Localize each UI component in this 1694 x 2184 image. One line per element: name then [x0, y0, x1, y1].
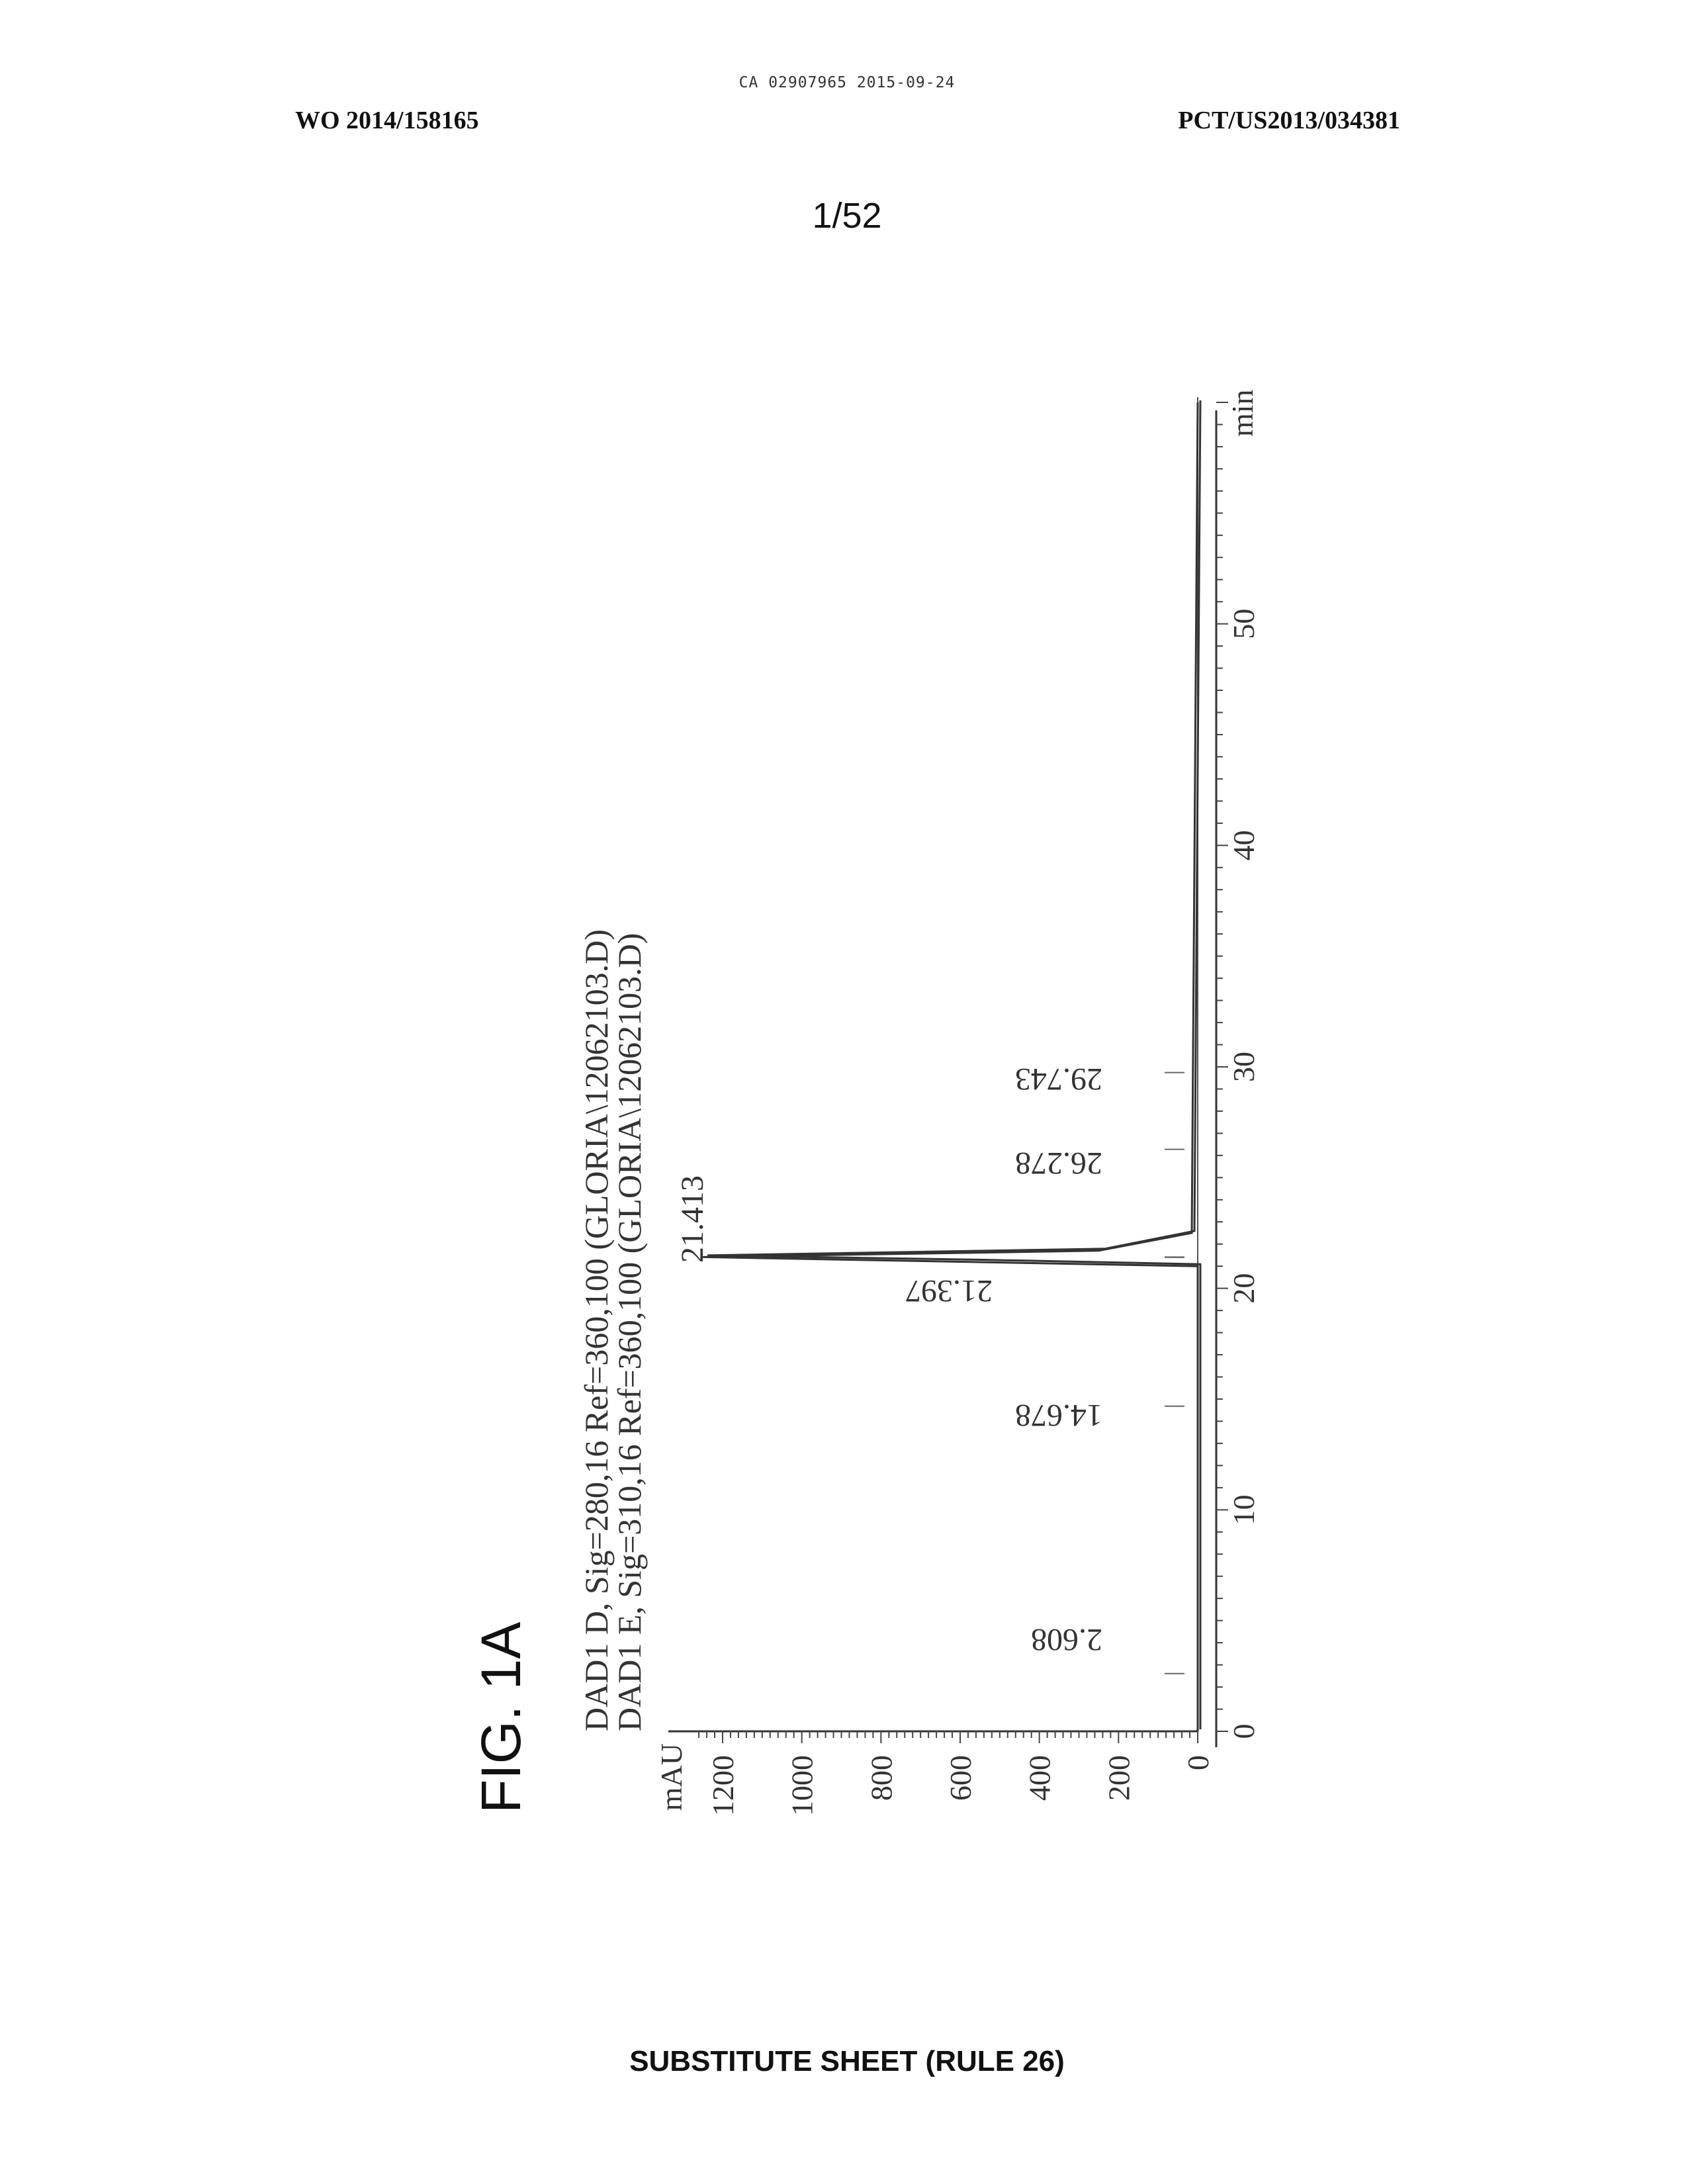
y-tick-label: 400	[1023, 1755, 1057, 1801]
peak-label-2-608: 2.608	[1031, 1622, 1102, 1657]
y-tick-label: 200	[1102, 1755, 1136, 1801]
peak-labels	[1165, 1073, 1184, 1674]
x-tick-label: 0	[1227, 1724, 1261, 1739]
y-tick-label: 1000	[785, 1755, 819, 1816]
series-layer	[703, 400, 1200, 1731]
y-tick-label: 800	[864, 1755, 898, 1801]
legend-entry-2: DAD1 E, Sig=310,16 Ref=360,100 (GLORIA\1…	[611, 933, 648, 1731]
x-axis-ticks: 0 10 20 30 40 50	[1216, 402, 1261, 1739]
x-tick-label: 30	[1227, 1052, 1261, 1082]
y-tick-label: 1200	[706, 1755, 740, 1816]
y-axis-ticks: 0 200 400 600 800 1000 1200	[699, 1731, 1215, 1816]
peak-label-21-397: 21.397	[905, 1273, 993, 1308]
y-axis-title: mAU	[654, 1743, 688, 1811]
x-tick-label: 10	[1227, 1494, 1261, 1525]
peak-label-29-743: 29.743	[1015, 1062, 1102, 1097]
x-axis-title: min	[1226, 389, 1259, 437]
peak-label-14-678: 14.678	[1015, 1398, 1102, 1433]
footer-text: SUBSTITUTE SHEET (RULE 26)	[0, 2045, 1694, 2078]
series-line-1	[703, 402, 1198, 1731]
figure-label: FIG. 1A	[470, 1622, 532, 1813]
x-tick-label: 20	[1227, 1273, 1261, 1304]
peak-label-21-413: 21.413	[675, 1175, 710, 1263]
x-tick-label: 40	[1227, 830, 1261, 860]
peak-label-26-278: 26.278	[1015, 1146, 1102, 1181]
y-tick-label: 0	[1181, 1755, 1215, 1770]
y-tick-label: 600	[944, 1755, 977, 1801]
series-line-2	[707, 400, 1200, 1729]
legend-entry-1: DAD1 D, Sig=280,16 Ref=360,100 (GLORIA\1…	[578, 929, 615, 1731]
x-tick-label: 50	[1227, 609, 1261, 639]
